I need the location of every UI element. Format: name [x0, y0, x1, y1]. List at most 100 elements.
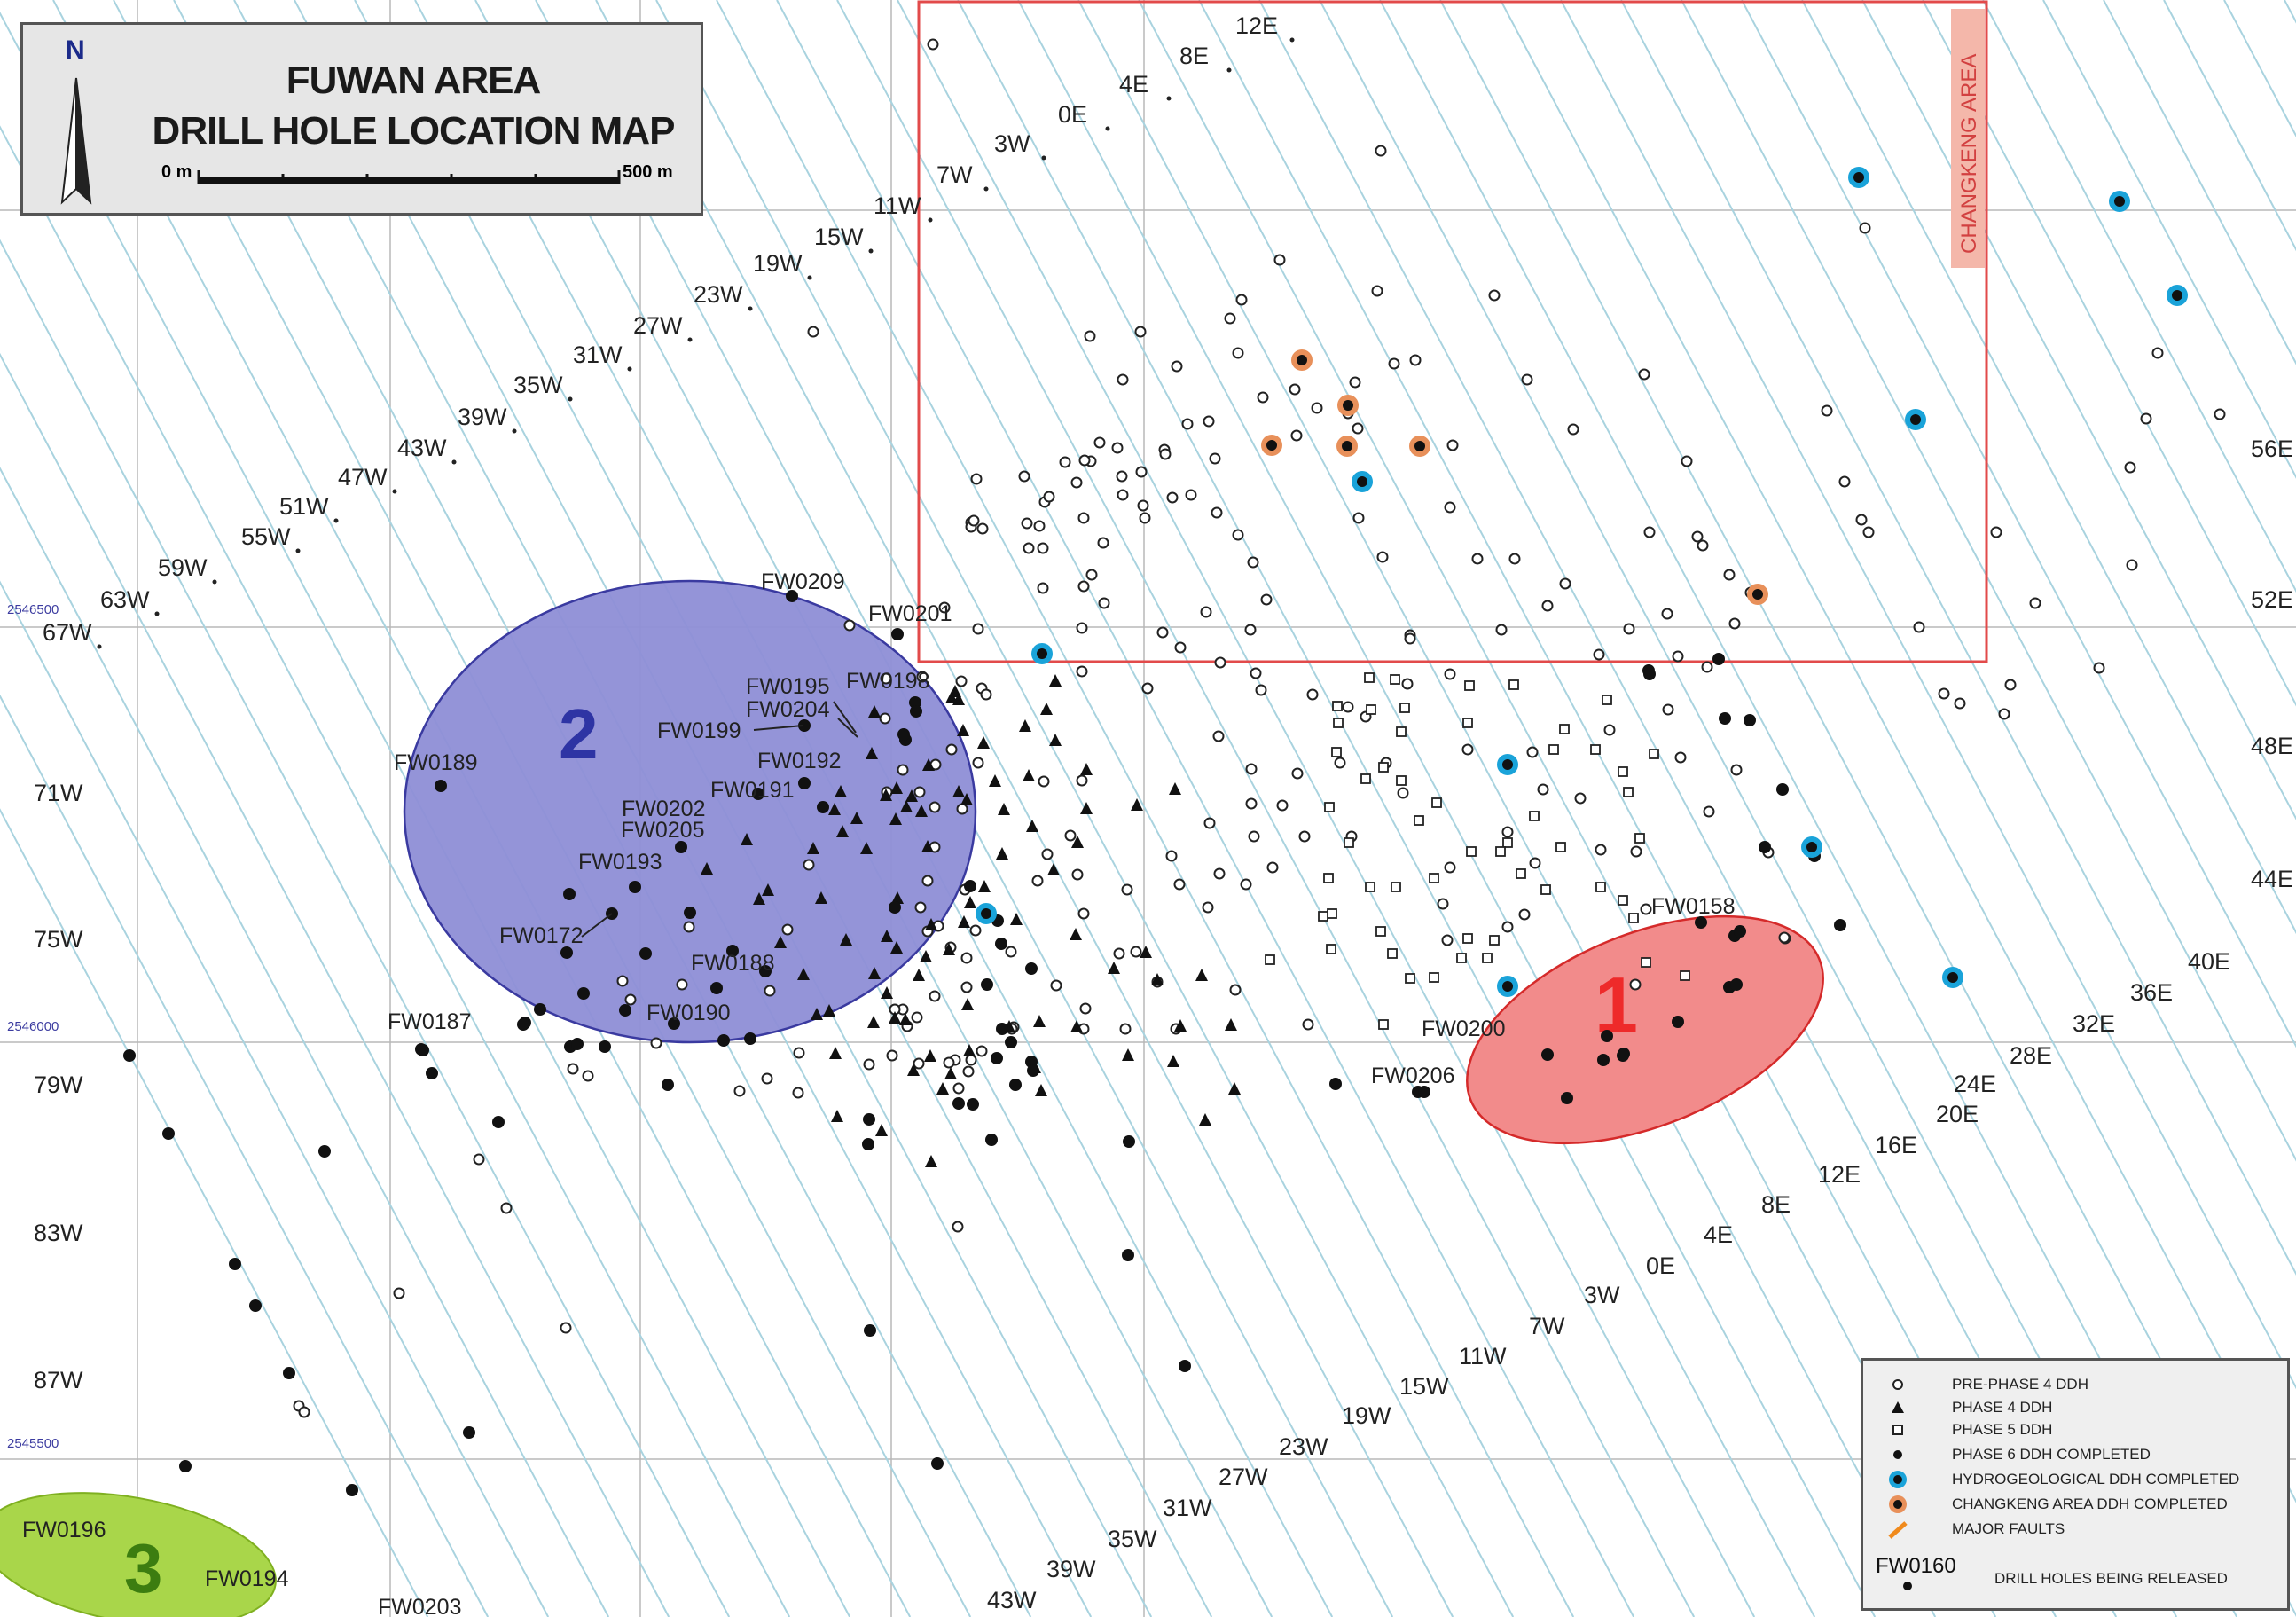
section-tick	[1166, 96, 1172, 101]
hole-label: FW0201	[868, 601, 952, 626]
legend-item-pre-phase-4: PRE-PHASE 4 DDH	[1876, 1373, 2284, 1396]
phase-6-hole	[1712, 653, 1725, 665]
pre-phase-4-hole	[1495, 624, 1508, 636]
phase-6-hole	[662, 1079, 674, 1091]
pre-phase-4-hole	[1640, 903, 1652, 915]
phase-4-hole	[880, 789, 892, 801]
pre-phase-4-hole	[1298, 830, 1311, 843]
pre-phase-4-hole	[968, 514, 980, 527]
open-circle-icon	[1892, 1379, 1903, 1390]
pre-phase-4-hole	[1037, 542, 1049, 554]
pre-phase-4-hole	[1043, 491, 1055, 503]
section-label: 71W	[34, 780, 83, 806]
section-label: 67W	[43, 619, 92, 646]
phase-5-hole	[1331, 747, 1342, 757]
pre-phase-4-hole	[2004, 679, 2017, 691]
phase-6-hole	[1617, 1049, 1629, 1062]
phase-4-hole	[1070, 1020, 1083, 1032]
phase-5-hole	[1508, 679, 1519, 690]
hole-dot	[1947, 972, 1958, 983]
section-line	[1620, 0, 2296, 1276]
phase-5-hole	[1429, 873, 1439, 883]
phase-5-hole	[1502, 837, 1513, 848]
phase-4-hole	[835, 785, 847, 797]
section-line	[716, 0, 1575, 1617]
section-tick	[748, 306, 753, 311]
phase-4-hole	[1080, 802, 1093, 814]
phase-4-hole	[952, 785, 965, 797]
pre-phase-4-hole	[1200, 606, 1212, 618]
section-line	[1319, 0, 2178, 1617]
section-tick	[97, 644, 102, 649]
phase-5-hole	[1396, 775, 1407, 786]
pre-phase-4-hole	[965, 1054, 977, 1066]
pre-phase-4-hole	[1508, 553, 1521, 565]
legend-item-phase-6: PHASE 6 DDH COMPLETED	[1876, 1443, 2284, 1466]
legend-label: PHASE 5 DDH	[1952, 1421, 2053, 1438]
phase-4-hole	[961, 998, 974, 1010]
phase-6-hole	[577, 987, 590, 1000]
pre-phase-4-hole	[1084, 330, 1096, 342]
phase-4-hole	[963, 1044, 976, 1056]
pre-phase-4-hole	[1041, 848, 1054, 860]
pre-phase-4-hole	[879, 712, 891, 725]
pre-phase-4-hole	[393, 1287, 405, 1299]
phase-4-hole	[807, 842, 819, 854]
phase-6-hole	[534, 1003, 546, 1016]
pre-phase-4-hole	[2214, 408, 2226, 420]
pre-phase-4-hole	[1078, 454, 1091, 467]
pre-phase-4-hole	[1461, 743, 1474, 756]
phase-4-hole	[1225, 1018, 1237, 1031]
phase-4-hole	[998, 803, 1010, 815]
phase-4-hole	[1070, 928, 1082, 940]
phase-5-hole	[1489, 935, 1500, 946]
pre-phase-4-hole	[1375, 145, 1387, 157]
hole-label: FW0189	[394, 750, 477, 775]
section-label: 83W	[34, 1220, 83, 1246]
phase-4-hole	[900, 800, 913, 812]
phase-5-hole	[1360, 773, 1371, 784]
phase-6-hole	[123, 1049, 136, 1062]
section-line	[836, 0, 1696, 1617]
section-line	[0, 239, 731, 1617]
phase-5-hole	[1590, 744, 1601, 755]
phase-4-hole	[996, 847, 1008, 860]
pre-phase-4-hole	[1260, 593, 1273, 606]
phase-5-hole	[1318, 911, 1328, 922]
section-label: 11W	[874, 192, 921, 219]
pre-phase-4-hole	[1662, 703, 1674, 716]
pre-phase-4-hole	[927, 38, 939, 51]
coordinate-label: 2545500	[7, 1436, 59, 1451]
pre-phase-4-hole	[1289, 383, 1301, 396]
leader-line	[837, 718, 858, 738]
phase-4-hole	[922, 758, 935, 771]
phase-6-hole	[684, 907, 696, 919]
pre-phase-4-hole	[616, 975, 629, 987]
pre-phase-4-hole	[793, 1047, 805, 1059]
phase-4-hole	[915, 805, 928, 817]
phase-6-hole	[179, 1460, 192, 1472]
phase-5-hole	[1405, 973, 1415, 984]
phase-6-hole	[1561, 1092, 1573, 1104]
section-tick	[295, 548, 301, 553]
section-tick	[1226, 67, 1232, 73]
pre-phase-4-hole	[1821, 404, 1833, 417]
section-label: 48E	[2251, 733, 2293, 759]
phase-4-hole	[890, 781, 903, 794]
phase-5-hole	[1429, 972, 1439, 983]
phase-4-hole	[860, 842, 873, 854]
pre-phase-4-hole	[500, 1202, 513, 1214]
section-labels: 12E8E4E0E3W7W11W15W19W23W27W31W35W39W43W…	[34, 12, 2293, 1613]
phase-4-hole	[850, 812, 863, 824]
phase-6-hole	[862, 1138, 874, 1150]
phase-5-hole	[1364, 672, 1375, 683]
pre-phase-4-hole	[1121, 883, 1133, 896]
leader-line	[581, 913, 613, 938]
pre-phase-4-hole	[1526, 746, 1539, 758]
pre-phase-4-hole	[1990, 526, 2002, 538]
hole-label: FW0193	[578, 850, 662, 875]
pre-phase-4-hole	[1518, 908, 1531, 921]
section-label: 23W	[694, 281, 743, 308]
phase-4-hole	[762, 883, 774, 896]
phase-4-hole	[978, 880, 991, 892]
